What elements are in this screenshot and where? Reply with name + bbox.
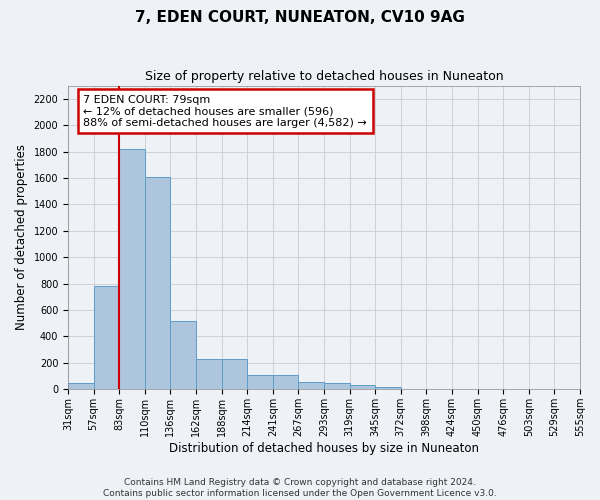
Bar bbox=[119, 149, 145, 390]
Bar bbox=[196, 359, 221, 390]
Bar bbox=[298, 382, 324, 390]
X-axis label: Distribution of detached houses by size in Nuneaton: Distribution of detached houses by size … bbox=[169, 442, 479, 455]
Text: 7 EDEN COURT: 79sqm
← 12% of detached houses are smaller (596)
88% of semi-detac: 7 EDEN COURT: 79sqm ← 12% of detached ho… bbox=[83, 94, 367, 128]
Bar bbox=[401, 388, 427, 390]
Bar bbox=[324, 382, 350, 390]
Bar bbox=[273, 376, 298, 390]
Bar bbox=[375, 386, 401, 390]
Bar bbox=[350, 384, 375, 390]
Title: Size of property relative to detached houses in Nuneaton: Size of property relative to detached ho… bbox=[145, 70, 503, 83]
Text: 7, EDEN COURT, NUNEATON, CV10 9AG: 7, EDEN COURT, NUNEATON, CV10 9AG bbox=[135, 10, 465, 25]
Bar bbox=[170, 320, 196, 390]
Y-axis label: Number of detached properties: Number of detached properties bbox=[15, 144, 28, 330]
Bar bbox=[68, 382, 94, 390]
Bar bbox=[145, 176, 170, 390]
Bar bbox=[94, 286, 119, 390]
Bar bbox=[247, 376, 273, 390]
Text: Contains HM Land Registry data © Crown copyright and database right 2024.
Contai: Contains HM Land Registry data © Crown c… bbox=[103, 478, 497, 498]
Bar bbox=[221, 359, 247, 390]
